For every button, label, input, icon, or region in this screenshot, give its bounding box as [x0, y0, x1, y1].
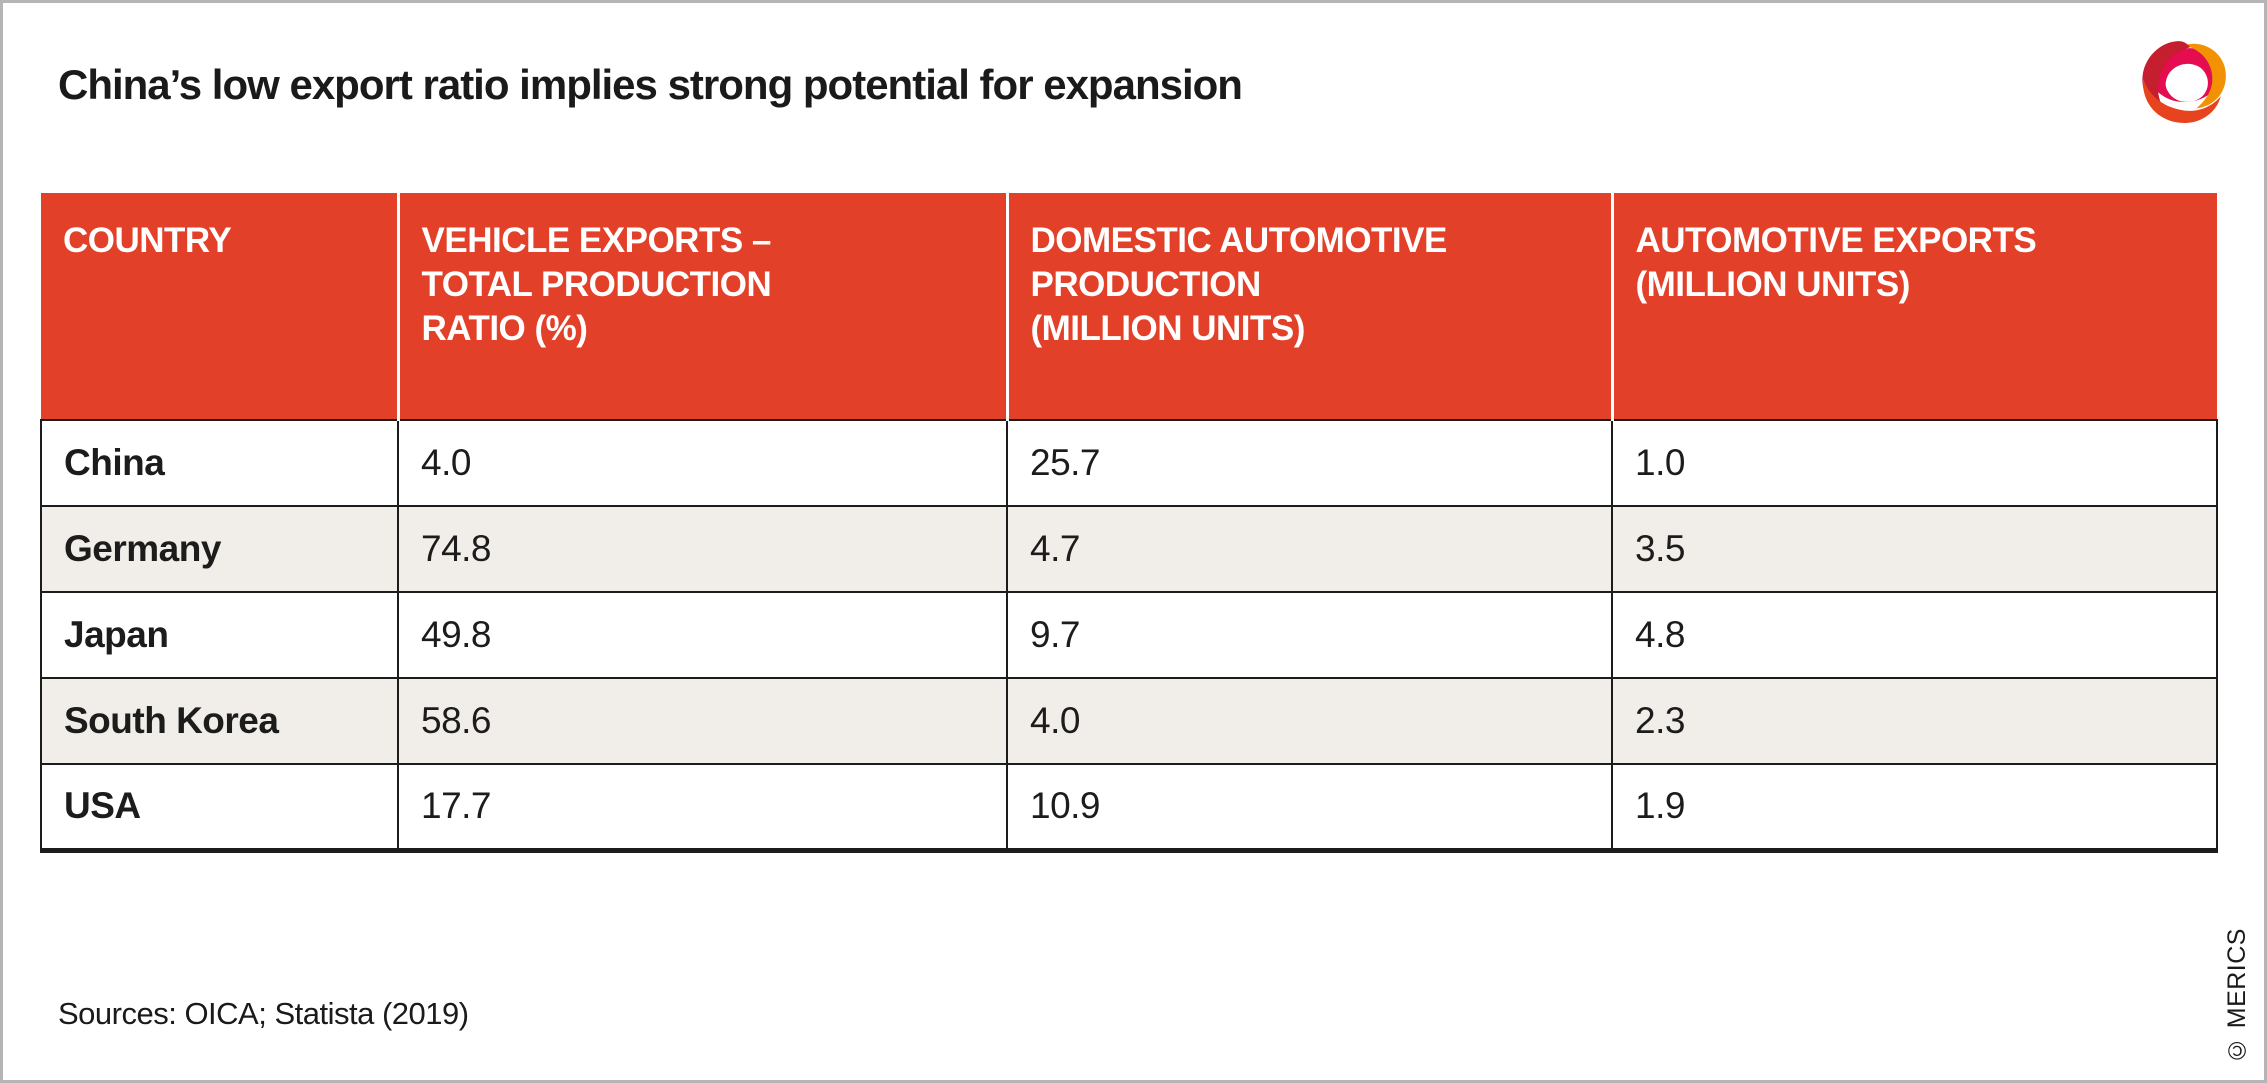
sources-note: Sources: OICA; Statista (2019)	[58, 996, 469, 1031]
country-cell: China	[40, 419, 399, 507]
table-row-china: China 4.0 25.7 1.0	[40, 419, 2218, 507]
ratio-cell: 58.6	[397, 677, 1008, 765]
exports-cell: 4.8	[1611, 591, 2218, 679]
header-line: AUTOMOTIVE EXPORTS	[1635, 221, 2037, 260]
column-header-domestic-production: DOMESTIC AUTOMOTIVE PRODUCTION (MILLION …	[1007, 193, 1614, 420]
header-line: TOTAL PRODUCTION	[421, 265, 772, 304]
header-line: RATIO (%)	[421, 309, 588, 348]
column-header-automotive-exports: AUTOMOTIVE EXPORTS (MILLION UNITS)	[1612, 193, 2217, 420]
country-cell: South Korea	[40, 677, 399, 765]
header-line: VEHICLE EXPORTS –	[421, 221, 772, 260]
production-cell: 4.0	[1006, 677, 1613, 765]
table-row-japan: Japan 49.8 9.7 4.8	[40, 591, 2218, 679]
exports-cell: 1.9	[1611, 763, 2218, 853]
production-cell: 4.7	[1006, 505, 1613, 593]
ratio-cell: 17.7	[397, 763, 1008, 853]
data-table: COUNTRY VEHICLE EXPORTS – TOTAL PRODUCTI…	[40, 193, 2218, 853]
production-cell: 25.7	[1006, 419, 1613, 507]
page-title: China’s low export ratio implies strong …	[58, 61, 1243, 109]
data-table-container: COUNTRY VEHICLE EXPORTS – TOTAL PRODUCTI…	[40, 193, 2218, 853]
table-row-usa: USA 17.7 10.9 1.9	[40, 763, 2218, 853]
exports-cell: 1.0	[1611, 419, 2218, 507]
header-line: (MILLION UNITS)	[1030, 309, 1306, 348]
header-line: PRODUCTION	[1030, 265, 1262, 304]
table-row-germany: Germany 74.8 4.7 3.5	[40, 505, 2218, 593]
country-cell: USA	[40, 763, 399, 853]
copyright-note: © MERICS	[2223, 927, 2251, 1064]
exports-cell: 2.3	[1611, 677, 2218, 765]
header-line: DOMESTIC AUTOMOTIVE	[1030, 221, 1448, 260]
column-header-country: COUNTRY	[41, 193, 400, 420]
production-cell: 10.9	[1006, 763, 1613, 853]
ratio-cell: 49.8	[397, 591, 1008, 679]
header-line: (MILLION UNITS)	[1635, 265, 1911, 304]
table-row-south-korea: South Korea 58.6 4.0 2.3	[40, 677, 2218, 765]
country-cell: Japan	[40, 591, 399, 679]
ratio-cell: 4.0	[397, 419, 1008, 507]
table-header-row: COUNTRY VEHICLE EXPORTS – TOTAL PRODUCTI…	[41, 193, 2217, 420]
ratio-cell: 74.8	[397, 505, 1008, 593]
country-cell: Germany	[40, 505, 399, 593]
merics-logo-icon	[2142, 41, 2226, 123]
column-header-export-ratio: VEHICLE EXPORTS – TOTAL PRODUCTION RATIO…	[398, 193, 1009, 420]
production-cell: 9.7	[1006, 591, 1613, 679]
exports-cell: 3.5	[1611, 505, 2218, 593]
header-line: COUNTRY	[63, 221, 232, 260]
